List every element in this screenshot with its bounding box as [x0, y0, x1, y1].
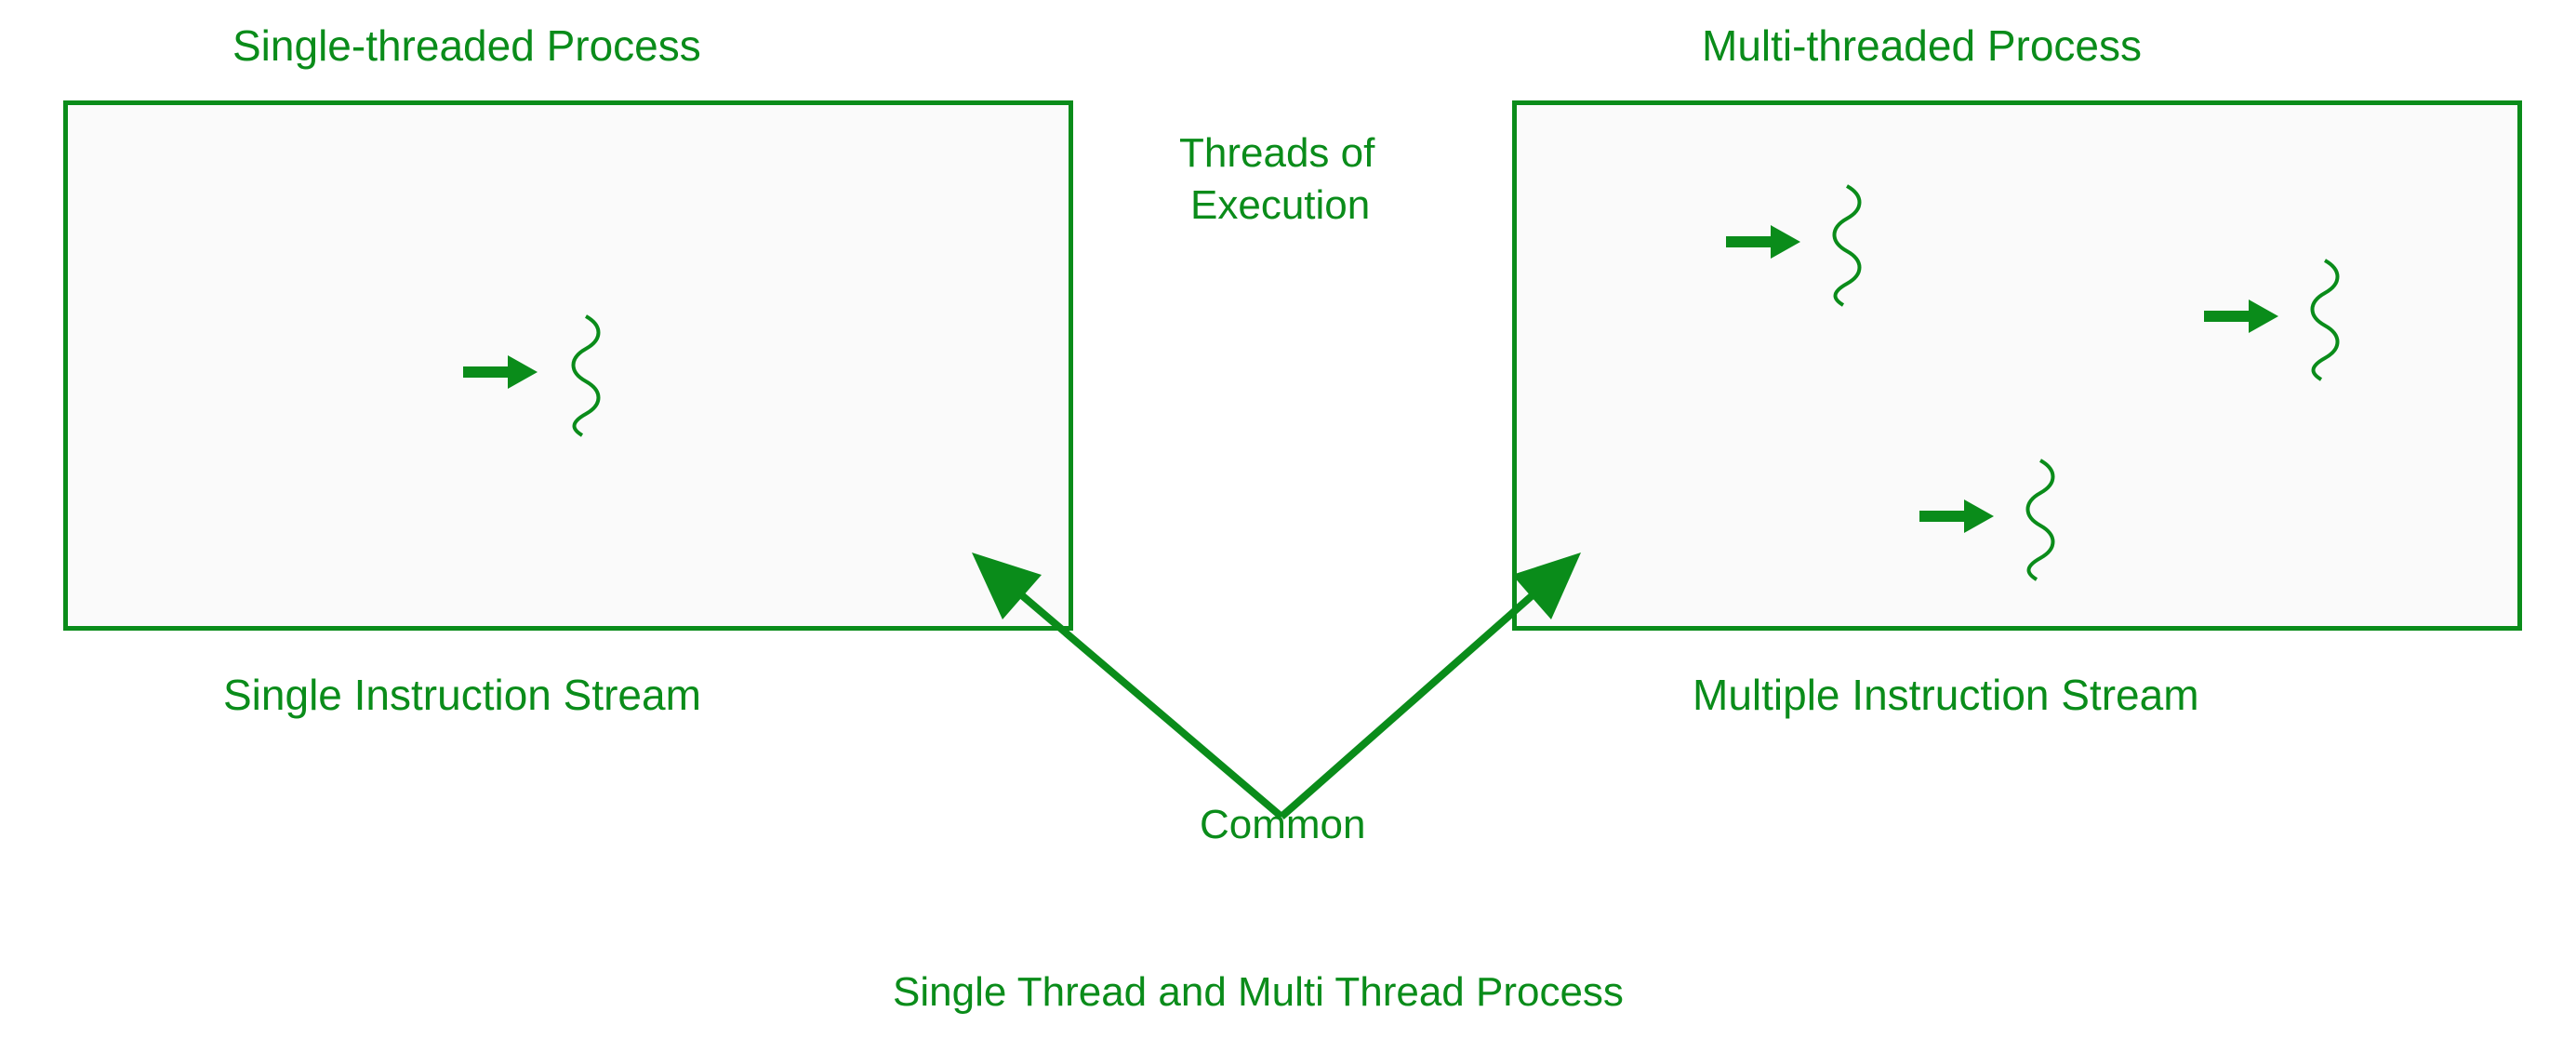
diagram-caption: Single Thread and Multi Thread Process: [893, 969, 1624, 1016]
left-process-box: [63, 100, 1073, 631]
center-label-threads-of: Threads of: [1179, 130, 1374, 177]
right-box-title: Multi-threaded Process: [1702, 20, 2142, 71]
left-box-subtitle: Single Instruction Stream: [223, 670, 701, 720]
left-box-title: Single-threaded Process: [232, 20, 701, 71]
center-label-common: Common: [1200, 802, 1366, 848]
right-box-subtitle: Multiple Instruction Stream: [1693, 670, 2199, 720]
center-label-execution: Execution: [1190, 182, 1370, 229]
right-process-box: [1512, 100, 2522, 631]
